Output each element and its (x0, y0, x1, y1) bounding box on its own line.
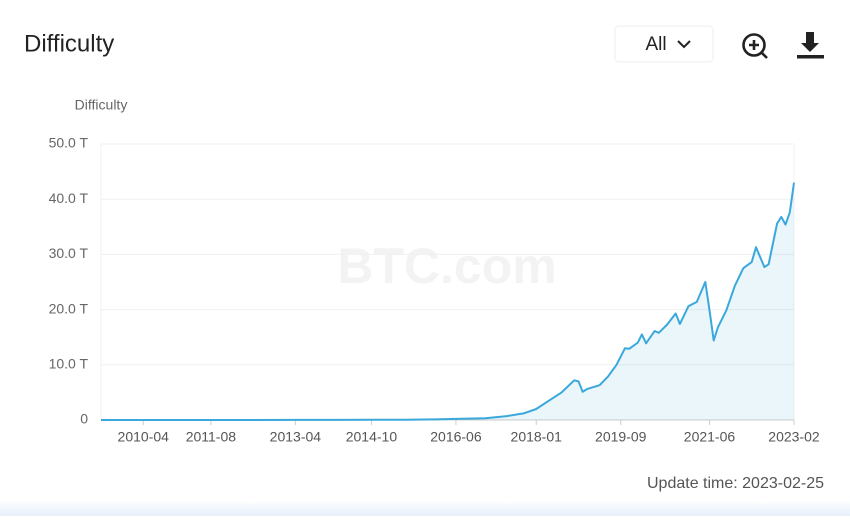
line (101, 182, 795, 421)
watermark: BTC.com (337, 238, 556, 294)
zoom-button[interactable] (742, 33, 768, 59)
y-tick-label: 10.0 T (49, 356, 89, 372)
zoom-icon[interactable] (742, 33, 766, 57)
y-tick-label: 20.0 T (49, 300, 89, 316)
x-tick-label: 2010-04 (118, 429, 170, 445)
y-tick-label: 40.0 T (49, 190, 89, 206)
y-axis-title: Difficulty (75, 97, 128, 113)
y-tick-label: 30.0 T (49, 245, 89, 261)
range-dropdown[interactable]: All (614, 25, 714, 63)
y-tick-label: 0 (80, 411, 88, 427)
x-tick-label: 2011-08 (186, 429, 237, 445)
x-tick-label: 2016-06 (430, 429, 482, 445)
download-button[interactable] (797, 32, 824, 59)
download-icon[interactable] (801, 32, 819, 52)
y-tick-label: 50.0 T (49, 135, 89, 151)
x-tick-label: 2021-06 (684, 429, 736, 445)
x-tick-label: 2023-02 (768, 429, 820, 445)
zoom-icon-lines[interactable] (749, 40, 768, 59)
area (101, 182, 794, 420)
update-time: Update time: 2023-02-25 (647, 475, 824, 492)
chart-title: Difficulty (24, 30, 114, 57)
x-tick-label: 2018-01 (511, 429, 563, 445)
dropdown-box[interactable] (614, 25, 714, 63)
x-tick-label: 2013-04 (270, 429, 322, 445)
dropdown-label[interactable]: All (645, 34, 666, 55)
x-tick-label: 2014-10 (346, 429, 398, 445)
x-tick-label: 2019-09 (595, 429, 647, 445)
bottom-strip (0, 500, 850, 516)
dropdown-arrow[interactable] (677, 40, 691, 49)
download-bar[interactable] (797, 55, 824, 59)
